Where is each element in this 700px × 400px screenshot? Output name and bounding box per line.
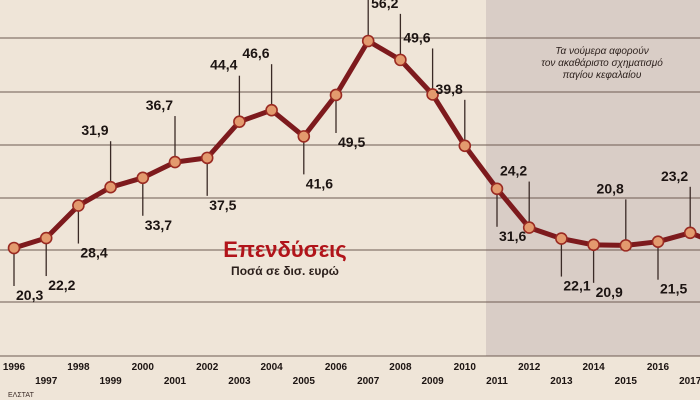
x-tick-label: 2010 xyxy=(454,362,477,373)
x-tick-label: 2009 xyxy=(421,376,444,387)
value-label: 41,6 xyxy=(306,175,333,191)
shaded-region xyxy=(486,0,700,356)
data-point xyxy=(522,221,536,234)
data-point xyxy=(136,171,150,185)
value-label: 49,5 xyxy=(338,134,365,150)
x-tick-label: 2017 xyxy=(679,376,700,387)
note-line: τον ακαθάριστο σχηματισμό xyxy=(541,57,663,69)
value-label: 49,6 xyxy=(403,29,430,45)
x-tick-label: 2004 xyxy=(260,362,283,373)
value-label: 23,2 xyxy=(661,168,688,184)
chart-title: Επενδύσεις xyxy=(223,237,346,262)
x-tick-label: 2013 xyxy=(550,376,573,387)
value-label: 31,9 xyxy=(81,122,108,138)
value-label: 21,5 xyxy=(660,281,687,297)
value-label: 20,8 xyxy=(597,180,624,196)
data-point xyxy=(426,88,439,101)
data-point xyxy=(458,139,472,153)
value-label: 39,8 xyxy=(436,81,463,97)
x-tick-label: 2015 xyxy=(615,376,638,387)
x-tick-label: 2012 xyxy=(518,362,541,373)
x-tick-label: 2011 xyxy=(486,376,508,387)
value-label: 46,6 xyxy=(242,45,269,61)
value-labels: 20,3 22,2 28,4 31,9 33,7 36,7 37,5 44,4 46,6 41,6… xyxy=(16,0,688,303)
data-point xyxy=(265,103,278,117)
data-point xyxy=(168,155,182,169)
data-point xyxy=(233,115,246,129)
data-point xyxy=(7,241,21,255)
value-label: 20,9 xyxy=(596,284,623,300)
x-tick-label: 2003 xyxy=(228,376,251,387)
x-tick-label: 2000 xyxy=(132,362,155,373)
data-point xyxy=(72,199,85,212)
data-point xyxy=(555,232,568,245)
x-tick-label: 1999 xyxy=(99,376,122,387)
data-point xyxy=(619,239,633,252)
data-point xyxy=(587,238,600,252)
x-tick-label: 2007 xyxy=(357,376,380,387)
x-tick-label: 1998 xyxy=(67,362,90,373)
data-point xyxy=(361,34,375,48)
value-label: 36,7 xyxy=(146,97,173,113)
value-label: 31,6 xyxy=(499,228,526,244)
x-tick-label: 1997 xyxy=(35,376,58,387)
value-label: 24,2 xyxy=(500,163,527,179)
value-label: 22,2 xyxy=(48,277,75,293)
data-point xyxy=(329,88,343,102)
chart-subtitle: Ποσά σε δισ. ευρώ xyxy=(231,264,339,278)
label-leaders xyxy=(13,0,691,286)
x-tick-label: 1996 xyxy=(3,362,26,373)
x-tick-labels: 1996 1997 1998 1999 2000 2001 2002 2003 2004 2005… xyxy=(3,362,700,387)
x-tick-label: 2008 xyxy=(389,362,412,373)
x-tick-label: 2006 xyxy=(325,362,348,373)
data-point xyxy=(490,182,504,196)
value-label: 56,2 xyxy=(371,0,398,11)
value-label: 28,4 xyxy=(80,245,107,261)
value-label: 37,5 xyxy=(209,197,236,213)
data-point xyxy=(394,53,407,67)
gridlines xyxy=(0,37,700,357)
data-point xyxy=(39,231,53,245)
x-tick-label: 2002 xyxy=(196,362,219,373)
value-label: 22,1 xyxy=(563,278,590,294)
data-point xyxy=(683,226,697,240)
note-line: Τα νούμερα αφορούν xyxy=(555,45,648,57)
value-label: 44,4 xyxy=(210,57,237,73)
data-point xyxy=(297,130,311,143)
x-tick-label: 2016 xyxy=(647,362,670,373)
note-line: παγίου κεφαλαίου xyxy=(563,69,642,81)
data-point xyxy=(651,235,665,249)
chart-source: ΕΛΣΤΑΤ xyxy=(8,392,35,399)
value-label: 20,3 xyxy=(16,287,43,303)
x-tick-label: 2005 xyxy=(293,376,316,387)
data-point xyxy=(104,180,117,194)
x-tick-label: 2014 xyxy=(582,362,605,373)
data-point xyxy=(200,151,214,165)
x-tick-label: 2001 xyxy=(164,376,187,387)
data-points xyxy=(7,34,697,255)
value-label: 33,7 xyxy=(145,217,172,233)
